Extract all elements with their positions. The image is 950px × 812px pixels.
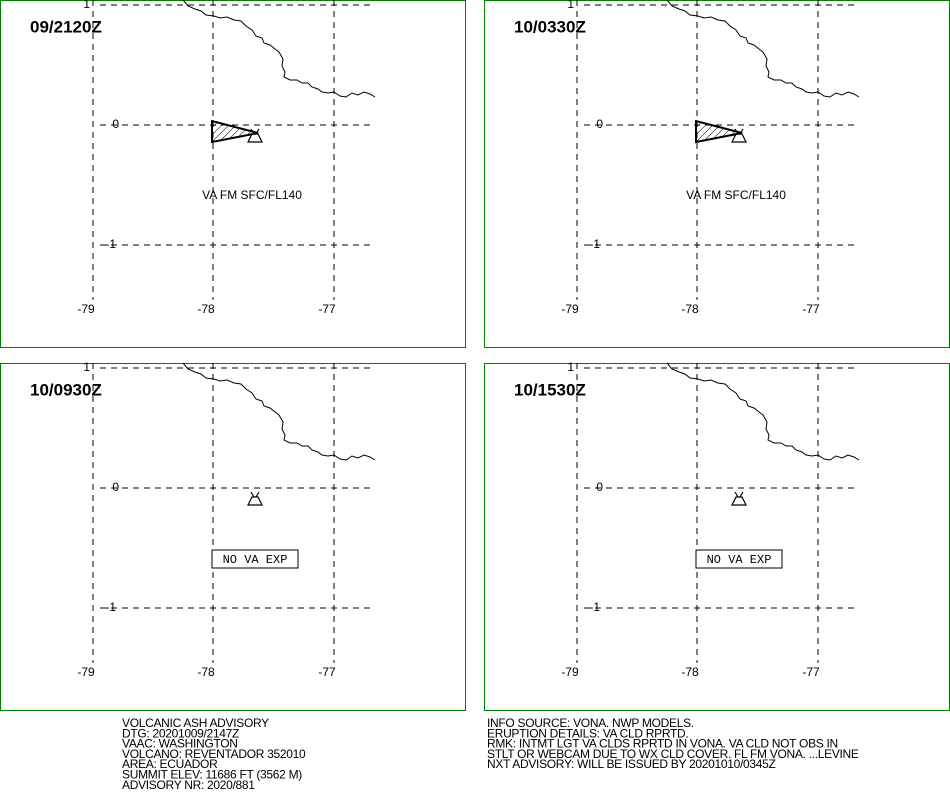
panel-border bbox=[0, 0, 466, 348]
longitude-label: -79 bbox=[77, 302, 95, 316]
annotation: VA FM SFC/FL140 bbox=[202, 188, 302, 202]
longitude-label: -78 bbox=[197, 665, 215, 679]
latitude-label: 1 bbox=[83, 0, 90, 11]
latitude-label: -1 bbox=[589, 237, 600, 251]
info-line: AREA: ECUADOR bbox=[122, 757, 218, 771]
map-panel: -79 -78 -77 1 0 -1 09/2120Z VA FM SFC/FL140 bbox=[0, 0, 466, 348]
longitude-label: -78 bbox=[681, 302, 699, 316]
map-panel: -79 -78 -77 1 0 -1 10/0930Z NO VA EXP bbox=[0, 360, 466, 711]
latitude-label: 1 bbox=[567, 360, 574, 374]
longitude-label: -77 bbox=[318, 665, 336, 679]
coastline bbox=[182, 0, 376, 98]
latitude-label: 0 bbox=[596, 480, 603, 494]
info-line: INFO SOURCE: VONA. NWP MODELS. bbox=[487, 716, 694, 730]
latitude-label: -1 bbox=[589, 600, 600, 614]
longitude-label: -77 bbox=[802, 302, 820, 316]
annotation: NO VA EXP bbox=[707, 553, 772, 567]
map-panel: -79 -78 -77 1 0 -1 10/1530Z NO VA EXP bbox=[484, 360, 950, 711]
info-line: SUMMIT ELEV: 11686 FT (3562 M) bbox=[122, 768, 302, 782]
map-panel: -79 -78 -77 1 0 -1 10/0330Z VA FM SFC/FL140 bbox=[484, 0, 950, 348]
info-line: ADVISORY NR: 2020/881 bbox=[122, 778, 255, 792]
annotation: VA FM SFC/FL140 bbox=[686, 188, 786, 202]
info-line: RMK: INTMT LGT VA CLDS RPRTD IN VONA. VA… bbox=[487, 737, 838, 751]
valid-time: 10/0930Z bbox=[30, 380, 102, 399]
latitude-label: 0 bbox=[112, 480, 119, 494]
longitude-label: -78 bbox=[197, 302, 215, 316]
longitude-label: -77 bbox=[318, 302, 336, 316]
annotation-box bbox=[211, 549, 299, 569]
valid-time: 10/1530Z bbox=[514, 380, 586, 399]
coastline bbox=[666, 0, 860, 98]
latitude-label: 0 bbox=[596, 117, 603, 131]
annotation: NO VA EXP bbox=[223, 553, 288, 567]
info-line: NXT ADVISORY: WILL BE ISSUED BY 20201010… bbox=[487, 757, 776, 771]
info-line: DTG: 20201009/2147Z bbox=[122, 726, 239, 740]
volcano-symbol bbox=[247, 128, 263, 143]
longitude-label: -78 bbox=[681, 665, 699, 679]
volcano-symbol bbox=[247, 491, 263, 506]
valid-time: 09/2120Z bbox=[30, 17, 102, 36]
info-line: VAAC: WASHINGTON bbox=[122, 737, 238, 751]
info-line: VOLCANO: REVENTADOR 352010 bbox=[122, 747, 306, 761]
info-line: ERUPTION DETAILS: VA CLD RPRTD. bbox=[487, 726, 688, 740]
ash-cloud bbox=[211, 119, 259, 144]
ash-cloud bbox=[695, 119, 743, 144]
volcano-symbol bbox=[731, 128, 747, 143]
latitude-label: -1 bbox=[105, 237, 116, 251]
coastline bbox=[182, 362, 376, 461]
annotation-box bbox=[695, 549, 783, 569]
longitude-label: -77 bbox=[802, 665, 820, 679]
longitude-label: -79 bbox=[77, 665, 95, 679]
latitude-label: 0 bbox=[112, 117, 119, 131]
longitude-label: -79 bbox=[561, 665, 579, 679]
panel-border bbox=[484, 363, 950, 711]
valid-time: 10/0330Z bbox=[514, 17, 586, 36]
volcano-symbol bbox=[731, 491, 747, 506]
latitude-label: -1 bbox=[105, 600, 116, 614]
info-line: VOLCANIC ASH ADVISORY bbox=[122, 716, 269, 730]
info-line: STLT OR WEBCAM DUE TO WX CLD COVER. FL F… bbox=[487, 747, 859, 761]
latitude-label: 1 bbox=[567, 0, 574, 11]
latitude-label: 1 bbox=[83, 360, 90, 374]
coastline bbox=[666, 362, 860, 461]
panel-border bbox=[484, 0, 950, 348]
longitude-label: -79 bbox=[561, 302, 579, 316]
panel-border bbox=[0, 363, 466, 711]
